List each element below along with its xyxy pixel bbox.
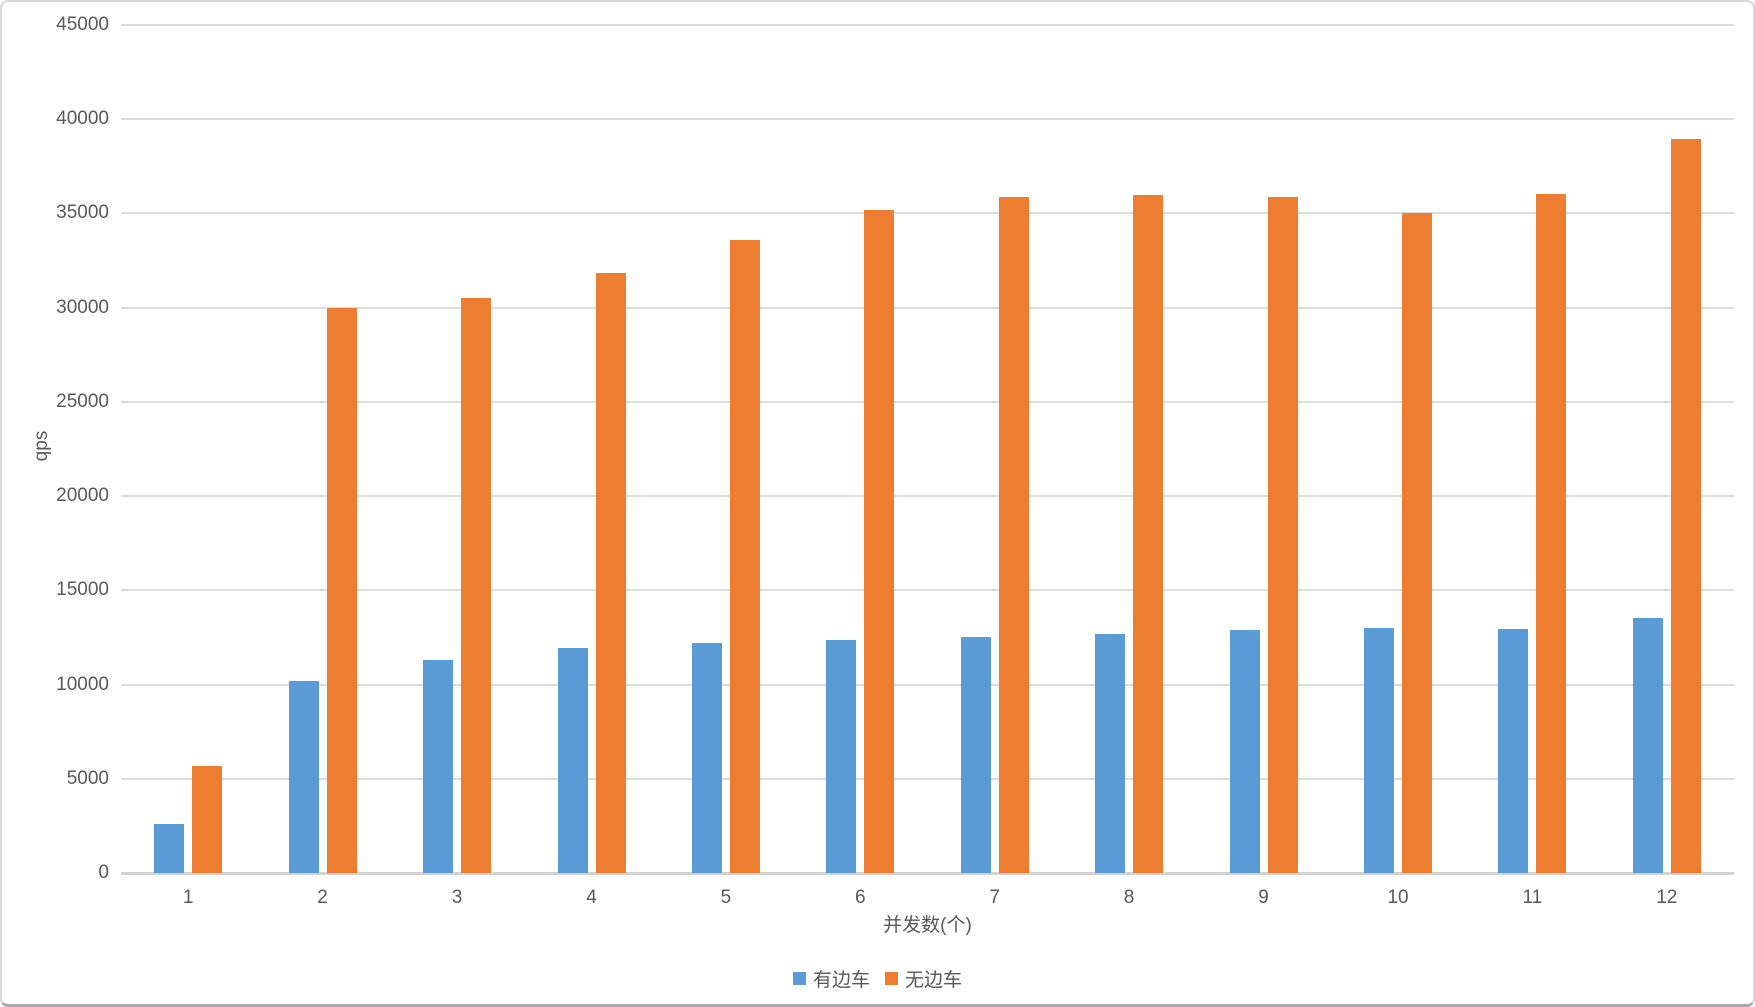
plot-area bbox=[121, 24, 1734, 875]
bar-series-1-cat-10 bbox=[1402, 213, 1432, 873]
bar-series-1-cat-8 bbox=[1133, 194, 1164, 873]
x-tick-label: 3 bbox=[451, 887, 463, 908]
gridline bbox=[121, 306, 1734, 309]
gridline bbox=[121, 589, 1734, 592]
x-axis-line bbox=[121, 872, 1734, 875]
bar-series-0-cat-3 bbox=[423, 660, 453, 873]
bar-series-0-cat-1 bbox=[154, 824, 185, 873]
legend: 有边车 无边车 bbox=[2, 965, 1753, 992]
bar-series-1-cat-2 bbox=[326, 307, 357, 873]
x-tick-label: 4 bbox=[586, 887, 597, 908]
x-tick-label: 11 bbox=[1522, 887, 1543, 908]
bar-series-0-cat-6 bbox=[826, 640, 857, 873]
legend-item-0: 有边车 bbox=[792, 965, 870, 992]
x-tick-label: 7 bbox=[989, 887, 1000, 908]
bar-series-1-cat-5 bbox=[729, 239, 760, 873]
y-axis-title: qps bbox=[31, 430, 52, 462]
legend-label: 无边车 bbox=[905, 970, 963, 991]
y-tick-label: 25000 bbox=[56, 390, 109, 412]
bar-series-1-cat-3 bbox=[461, 298, 491, 873]
bar-series-1-cat-12 bbox=[1670, 139, 1701, 873]
x-tick-label: 12 bbox=[1656, 887, 1678, 908]
x-tick-label: 8 bbox=[1123, 887, 1135, 908]
x-tick-label: 10 bbox=[1387, 887, 1409, 908]
y-tick-label: 5000 bbox=[66, 767, 109, 789]
bar-series-0-cat-12 bbox=[1632, 617, 1663, 873]
bar-series-0-cat-11 bbox=[1498, 629, 1529, 873]
bar-series-0-cat-8 bbox=[1095, 633, 1126, 873]
bar-series-1-cat-4 bbox=[595, 272, 626, 873]
bar-series-1-cat-11 bbox=[1536, 193, 1567, 873]
bar-series-0-cat-4 bbox=[557, 647, 588, 873]
y-tick-label: 10000 bbox=[56, 673, 109, 695]
x-tick-label: 2 bbox=[317, 887, 328, 908]
bar-series-1-cat-1 bbox=[192, 765, 223, 873]
gridline bbox=[121, 495, 1734, 498]
x-tick-label: 5 bbox=[720, 887, 732, 908]
bar-series-1-cat-6 bbox=[864, 209, 895, 873]
bar-series-0-cat-5 bbox=[691, 643, 722, 873]
legend-label: 有边车 bbox=[812, 970, 870, 991]
y-tick-label: 15000 bbox=[56, 579, 109, 601]
bar-series-1-cat-7 bbox=[998, 197, 1029, 873]
gridline bbox=[121, 118, 1734, 121]
gridline bbox=[121, 400, 1734, 403]
x-tick-label: 9 bbox=[1258, 887, 1269, 908]
x-tick-label: 6 bbox=[855, 887, 866, 908]
y-tick-label: 30000 bbox=[56, 296, 109, 318]
legend-swatch-icon bbox=[792, 972, 806, 985]
bar-series-0-cat-7 bbox=[960, 636, 991, 873]
x-tick-label: 1 bbox=[182, 887, 194, 908]
bar-series-0-cat-10 bbox=[1364, 628, 1394, 873]
bar-series-1-cat-9 bbox=[1267, 197, 1298, 873]
x-axis-title: 并发数(个) bbox=[883, 915, 972, 936]
gridline bbox=[121, 24, 1734, 26]
bar-series-0-cat-2 bbox=[288, 680, 319, 873]
y-tick-label: 0 bbox=[98, 862, 109, 883]
y-tick-label: 40000 bbox=[56, 108, 109, 130]
gridline bbox=[121, 212, 1734, 215]
legend-item-1: 无边车 bbox=[885, 965, 962, 992]
y-tick-label: 45000 bbox=[56, 14, 109, 35]
y-tick-label: 35000 bbox=[56, 202, 109, 224]
y-tick-label: 20000 bbox=[56, 485, 109, 507]
legend-swatch-icon bbox=[885, 972, 898, 985]
gridline bbox=[121, 683, 1734, 686]
gridline bbox=[121, 777, 1734, 780]
bar-series-0-cat-9 bbox=[1229, 629, 1260, 873]
